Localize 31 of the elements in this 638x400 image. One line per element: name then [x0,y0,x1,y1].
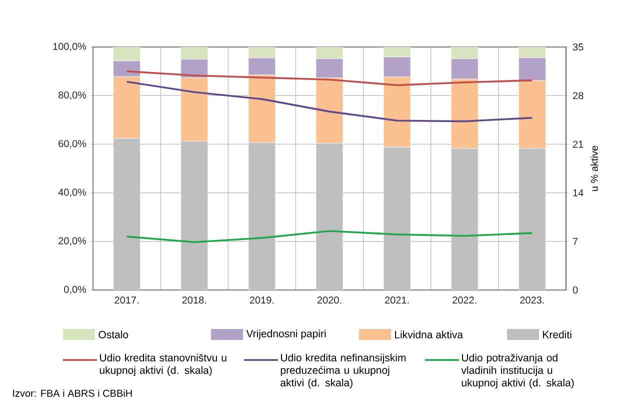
line-series [126,80,534,122]
y2-axis-title: u % aktive [590,146,598,191]
x-tick-label: 2023. [520,296,544,304]
legend-label: Udio kredita stanovništvu u ukupnoj aktivi (d. skala) [100,354,226,376]
y-tick-label: 100,0% [53,42,86,52]
x-tick-label: 2020. [317,296,342,304]
y-tick-label: 20,0% [58,237,86,246]
legend-label: Krediti [543,330,572,338]
y-tick-label: 60,0% [58,140,86,148]
x-tick-label: 2019. [250,296,274,304]
y2-tick-label: 7 [573,238,578,245]
y-tick-label: 0,0% [64,286,86,294]
y2-tick-label: 28 [573,92,584,100]
y2-tick-label: 14 [573,189,584,196]
x-tick-label: 2022. [452,296,476,304]
x-tick-label: 2017. [114,296,138,304]
y2-tick-label: 0 [572,286,578,294]
legend-label: Udio kredita nefinansijskim preduzećima u ukupnoj aktivi (d. skala) [280,354,406,388]
legend-label: Vrijednosni papiri [246,330,326,340]
y-tick-label: 40,0% [58,188,86,197]
legend-label: Likvidna aktiva [395,330,464,338]
x-tick-label: 2021. [385,296,409,304]
y2-tick-label: 35 [572,43,584,51]
legend-label: Ostalo [98,330,128,338]
x-tick-label: 2018. [182,296,206,304]
legend-label: Udio potraživanja od vladinih institucija u ukupnoj aktivi (d. skala) [461,354,574,389]
line-series [126,230,534,243]
y-tick-label: 80,0% [58,91,86,100]
line-series [126,70,534,86]
text: Izvor: FBA i ABRS i CBBiH [13,389,132,397]
y2-tick-label: 21 [573,140,584,148]
